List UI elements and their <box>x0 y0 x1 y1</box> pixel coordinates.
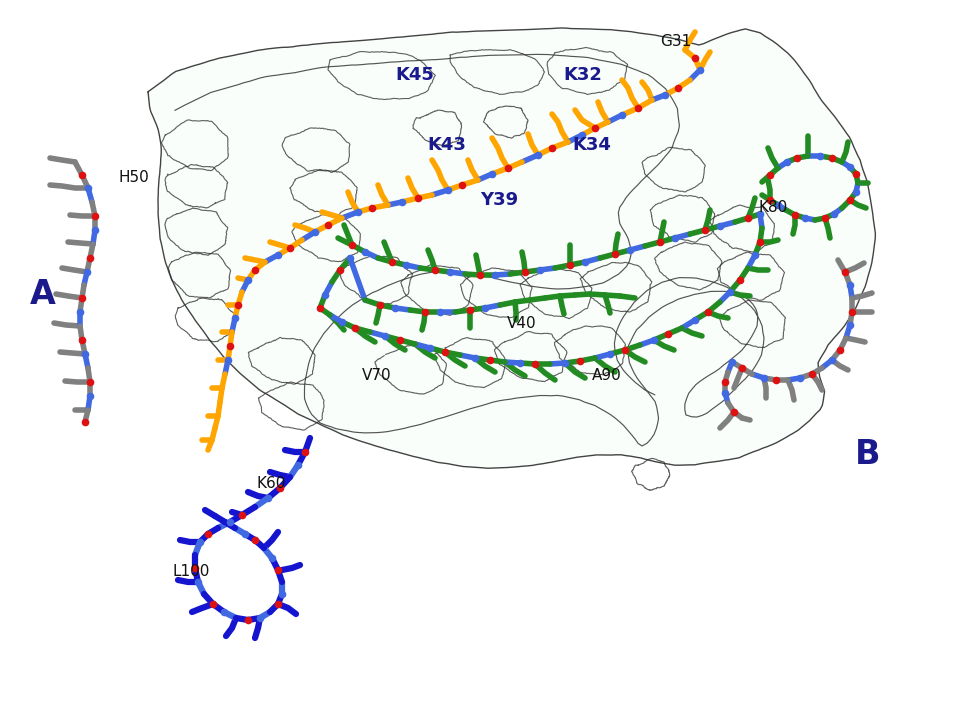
Text: Y39: Y39 <box>480 191 518 209</box>
Text: K34: K34 <box>572 136 612 154</box>
Text: V40: V40 <box>507 316 537 330</box>
Text: K80: K80 <box>758 200 787 214</box>
Text: V70: V70 <box>362 367 392 383</box>
Text: A: A <box>30 279 56 311</box>
Text: H50: H50 <box>118 171 149 186</box>
Text: G31: G31 <box>660 35 691 49</box>
Polygon shape <box>148 28 875 468</box>
Text: K60: K60 <box>256 476 285 491</box>
Text: K32: K32 <box>564 66 603 84</box>
Text: L100: L100 <box>172 565 210 579</box>
Text: A90: A90 <box>592 367 621 383</box>
Text: K45: K45 <box>396 66 434 84</box>
Text: B: B <box>855 439 880 471</box>
Text: K43: K43 <box>427 136 466 154</box>
